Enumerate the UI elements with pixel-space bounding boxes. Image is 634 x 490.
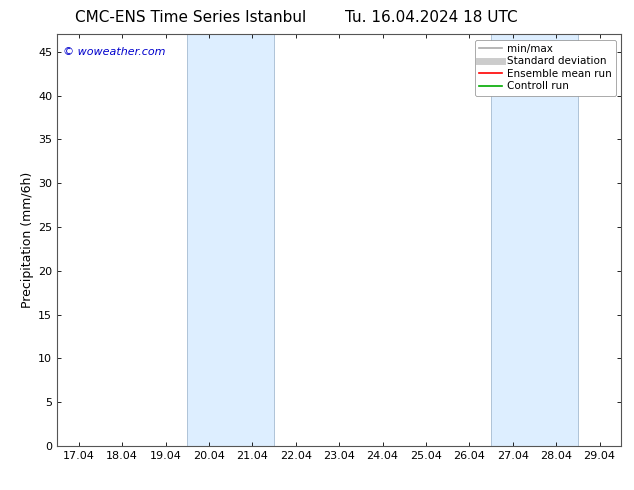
- Text: © woweather.com: © woweather.com: [63, 47, 165, 57]
- Bar: [491, 34, 578, 446]
- Text: Tu. 16.04.2024 18 UTC: Tu. 16.04.2024 18 UTC: [345, 10, 517, 25]
- Bar: [187, 34, 274, 446]
- Text: CMC-ENS Time Series Istanbul: CMC-ENS Time Series Istanbul: [75, 10, 306, 25]
- Legend: min/max, Standard deviation, Ensemble mean run, Controll run: min/max, Standard deviation, Ensemble me…: [475, 40, 616, 96]
- Y-axis label: Precipitation (mm/6h): Precipitation (mm/6h): [21, 172, 34, 308]
